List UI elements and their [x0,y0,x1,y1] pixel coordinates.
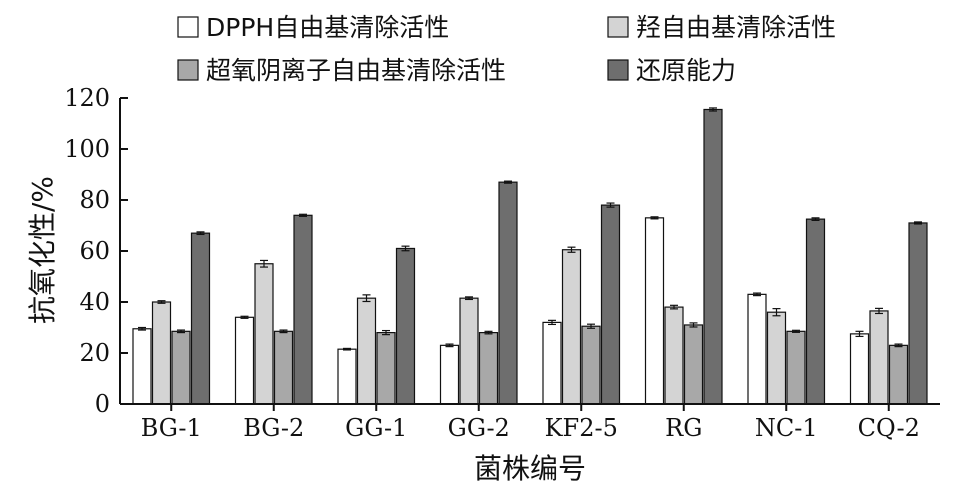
error-bar [894,343,903,348]
bar [664,306,684,405]
bar [337,348,357,405]
error-bar [299,213,307,217]
y-tick-label: 120 [64,84,110,112]
x-tick-label: GG-1 [345,414,407,442]
bar [561,249,582,405]
error-bar [138,326,146,331]
error-bar [157,300,166,304]
x-axis-title: 菌株编号 [474,452,586,485]
error-bar [382,329,390,336]
error-bar [504,180,512,184]
bar [439,344,460,405]
bar [747,293,767,405]
bar [151,301,172,405]
legend-label: 羟自由基清除活性 [636,13,836,42]
error-bar [772,308,781,317]
error-bar [792,329,800,333]
error-bar [362,294,371,303]
y-tick-label: 20 [79,339,110,367]
legend-label: 还原能力 [636,56,736,85]
legend-swatch [607,59,629,81]
bar [293,214,313,405]
x-tick-label: KF2-5 [545,414,618,442]
error-bar [606,202,615,208]
error-bar [709,107,717,112]
legend-swatch [177,59,199,81]
bar [644,217,665,405]
y-tick-label: 0 [95,390,110,418]
y-axis-title: 抗氧化性/% [26,176,59,324]
bar [600,204,621,405]
legend-label: DPPH自由基清除活性 [206,13,449,42]
bar [273,330,294,405]
y-tick-label: 80 [79,186,110,214]
bar [766,311,787,405]
x-tick-label: CQ-2 [858,414,920,442]
error-bar [484,330,493,335]
bar [190,232,211,405]
legend-swatch [177,16,199,38]
x-tick-label: BG-2 [243,414,304,442]
bar [254,263,274,405]
bar [888,344,909,405]
y-tick-label: 40 [79,288,110,316]
error-bar [196,231,205,236]
bar [171,330,191,405]
bar [459,297,479,405]
bar [908,222,928,405]
bar [869,310,889,405]
x-tick-label: RG [665,414,702,442]
x-tick-label: BG-1 [141,414,202,442]
error-bar [465,296,473,301]
bar [703,108,723,405]
y-tick-label: 100 [64,135,110,163]
error-bar [914,221,922,225]
error-bar [548,319,556,326]
y-tick-label: 60 [79,237,110,265]
error-bar [670,304,678,310]
error-bar [279,329,288,334]
bar [786,330,806,405]
x-tick-label: NC-1 [755,414,818,442]
x-tick-label: GG-2 [448,414,510,442]
bar [683,324,704,405]
error-bar [587,323,595,329]
error-bar [240,315,249,319]
bars-layer [132,107,928,405]
bar [132,328,152,405]
error-bar [811,217,820,221]
error-bar [753,292,761,297]
ticks-layer: 0 20 40 60 80 100 120 BG-1 BG-2 GG-1 GG-2 KF2-5 RG NC… [64,84,920,442]
bar [498,181,518,405]
bar [234,316,255,405]
legend-label: 超氧阴离子自由基清除活性 [206,56,506,85]
bar [849,333,870,405]
bar [356,297,377,405]
error-bar [401,245,410,252]
error-bar [855,330,864,338]
bar [376,332,396,405]
error-bar [343,347,351,351]
error-bar [177,329,185,334]
error-bar [689,322,698,328]
error-bar [445,343,454,348]
bar [581,325,601,405]
error-bar [567,246,576,253]
bar [542,321,562,405]
bar [805,218,826,405]
error-bar [650,216,659,220]
error-bar [260,259,268,268]
error-bar [875,307,883,315]
bar [478,332,499,405]
bar [395,247,416,405]
legend-swatch [607,16,629,38]
